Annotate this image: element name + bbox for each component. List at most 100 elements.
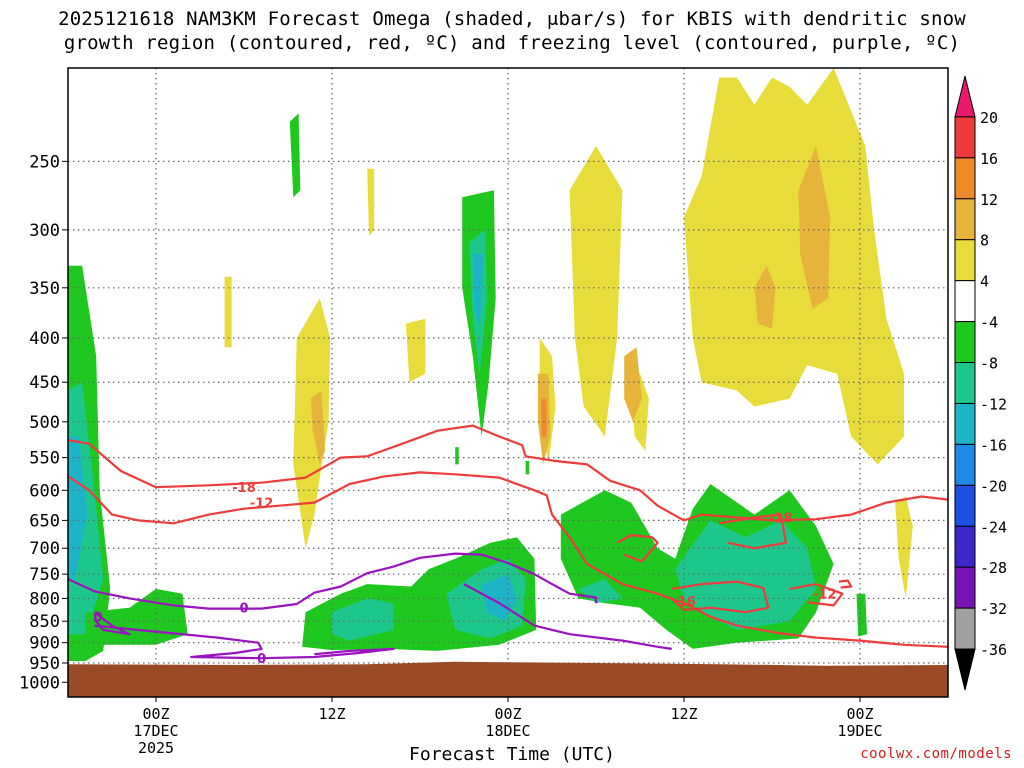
colorbar-segment-4: [954, 239, 976, 282]
omega-region-4: [289, 113, 301, 198]
x-tick-label-2-1: 18DEC: [485, 722, 530, 740]
colorbar-label-9: -20: [980, 477, 1007, 495]
y-tick-label-800: 800: [29, 589, 60, 609]
omega-region-21: [405, 318, 426, 383]
y-tick-label-700: 700: [29, 539, 60, 559]
x-tick-label-2-0: 00Z: [494, 705, 521, 723]
dgz-contour-line-1: [68, 471, 948, 648]
colorbar-label-4: 4: [980, 273, 989, 291]
colorbar-segment-13: [954, 607, 976, 650]
dgz-contour-label-1: -12: [250, 497, 274, 512]
omega-region-26: [895, 496, 913, 599]
colorbar-segment-2: [954, 157, 976, 200]
x-tick-label-4-1: 19DEC: [837, 722, 882, 740]
dgz-contour-label-3: -18: [769, 511, 793, 526]
y-tick-label-650: 650: [29, 511, 60, 531]
y-tick-label-450: 450: [29, 373, 60, 393]
y-tick-label-350: 350: [29, 279, 60, 299]
freezing-contour-label-1: 0: [93, 611, 102, 626]
colorbar-segment-3: [954, 198, 976, 241]
colorbar-segment-1: [954, 116, 976, 159]
freezing-contour-line-3: [463, 583, 672, 650]
colorbar-segment-7: [954, 362, 976, 404]
colorbar-label-5: -4: [980, 314, 998, 332]
omega-region-25: [684, 68, 904, 465]
colorbar-label-3: 8: [980, 232, 989, 250]
credit-text[interactable]: coolwx.com/models: [860, 746, 1012, 762]
y-tick-label-500: 500: [29, 413, 60, 433]
dgz-contour-label-4: -12: [813, 588, 837, 603]
x-tick-label-0-2: 2025: [138, 739, 174, 757]
y-tick-label-600: 600: [29, 481, 60, 501]
omega-region-13: [675, 520, 816, 630]
freezing-contour-label-2: 0: [257, 652, 266, 667]
y-tick-label-400: 400: [29, 329, 60, 349]
colorbar-label-10: -24: [980, 518, 1007, 536]
colorbar-label-12: -32: [980, 600, 1007, 618]
omega-region-16: [455, 447, 459, 465]
colorbar: 20 16 12 8 4 -4 -8 -12 -16 -20 -24 -28 -32 -36: [954, 75, 1007, 691]
x-tick-label-4-0: 00Z: [846, 705, 873, 723]
y-tick-label-900: 900: [29, 634, 60, 654]
omega-region-30: [798, 146, 831, 309]
omega-region-23: [569, 146, 623, 437]
freezing-contour-line-0: [68, 552, 598, 610]
colorbar-segment-5: [954, 280, 976, 323]
colorbar-label-7: -12: [980, 395, 1007, 413]
colorbar-segment-11: [954, 525, 976, 568]
chart-title-line-1: 2025121618 NAM3KM Forecast Omega (shaded…: [58, 8, 966, 30]
colorbar-arrow-top: [954, 75, 976, 118]
omega-region-32: [541, 398, 547, 437]
colorbar-segment-9: [954, 443, 976, 486]
dgz-contour-line-3: [719, 513, 788, 550]
colorbar-segment-6: [954, 321, 976, 364]
y-tick-label-550: 550: [29, 449, 60, 469]
x-axis-title: Forecast Time (UTC): [409, 744, 615, 765]
omega-region-27: [310, 390, 325, 465]
colorbar-label-13: -36: [980, 641, 1007, 659]
x-tick-label-0-1: 17DEC: [133, 722, 178, 740]
x-tick-label-0-0: 00Z: [142, 705, 169, 723]
colorbar-label-8: -16: [980, 436, 1007, 454]
dgz-contour-line-5: [616, 533, 659, 563]
omega-region-29: [624, 347, 642, 422]
plot-area: -18-12-16-18-120002503003504004505005506…: [19, 67, 949, 757]
colorbar-label-0: 20: [980, 109, 998, 127]
omega-region-20: [224, 276, 232, 348]
dgz-contour-line-0: [68, 424, 948, 522]
freezing-contour-line-2: [94, 624, 395, 660]
colorbar-segment-10: [954, 484, 976, 527]
omega-region-15: [856, 593, 867, 637]
colorbar-label-6: -8: [980, 355, 998, 373]
omega-region-18: [293, 298, 331, 549]
colorbar-segment-12: [954, 566, 976, 609]
omega-region-31: [754, 265, 776, 329]
x-tick-label-3-0: 12Z: [670, 705, 697, 723]
omega-region-2: [68, 436, 88, 580]
omega-region-7: [472, 254, 484, 329]
y-tick-label-1000: 1000: [19, 673, 60, 693]
dgz-contour-label-2: -16: [672, 595, 696, 610]
y-tick-label-750: 750: [29, 565, 60, 585]
dgz-contour-line-4: [789, 582, 844, 607]
y-tick-label-950: 950: [29, 654, 60, 674]
x-tick-label-1-0: 12Z: [318, 705, 345, 723]
omega-region-9: [332, 598, 394, 641]
dgz-contour-line-6: [838, 579, 853, 589]
freezing-contour-label-0: 0: [239, 602, 248, 617]
colorbar-segment-8: [954, 402, 976, 445]
y-tick-label-250: 250: [29, 152, 60, 172]
ground-surface: [68, 661, 948, 697]
colorbar-arrow-bottom: [954, 648, 976, 691]
colorbar-label-1: 16: [980, 150, 998, 168]
chart-title-line-2: growth region (contoured, red, ºC) and f…: [63, 32, 961, 54]
y-tick-label-300: 300: [29, 221, 60, 241]
omega-region-17: [525, 461, 530, 475]
colorbar-label-11: -28: [980, 559, 1007, 577]
y-tick-label-850: 850: [29, 612, 60, 632]
dgz-contour-label-0: -18: [232, 481, 256, 496]
omega-region-19: [367, 168, 375, 237]
dgz-contour-line-2: [670, 580, 770, 614]
